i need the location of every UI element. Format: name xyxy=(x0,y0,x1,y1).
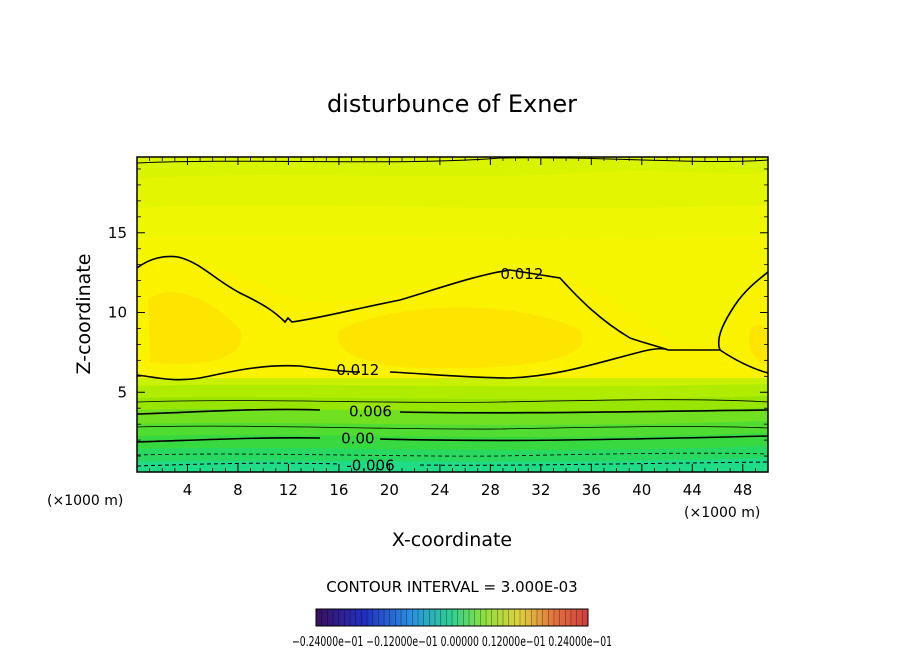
contour-label: 0.006 xyxy=(349,402,392,420)
y-axis: 5 10 15 xyxy=(108,168,768,457)
y-axis-label: Z-coordinate xyxy=(73,254,95,375)
contour-lines xyxy=(137,157,768,467)
x-axis-label: X-coordinate xyxy=(392,529,512,551)
x-tick-label: 48 xyxy=(733,481,752,499)
x-tick-label: 32 xyxy=(531,481,550,499)
x-tick-label: 40 xyxy=(632,481,651,499)
contour-labels: 0.012 0.012 0.006 0.00 -0.006 xyxy=(336,265,543,474)
y-unit-label: (×1000 m) xyxy=(47,493,123,509)
contour-label: -0.006 xyxy=(346,457,394,475)
contour-label: 0.012 xyxy=(336,361,379,379)
colorbar xyxy=(315,608,589,627)
x-tick-label: 44 xyxy=(683,481,702,499)
x-tick-label: 24 xyxy=(430,481,449,499)
y-tick-label: 15 xyxy=(108,224,127,242)
x-tick-label: 12 xyxy=(279,481,298,499)
contour-fill xyxy=(137,157,768,472)
contour-label: 0.012 xyxy=(500,265,543,283)
x-tick-label: 28 xyxy=(481,481,500,499)
x-tick-label: 16 xyxy=(329,481,348,499)
colorbar-labels: −0.24000e−01 −0.12000e−01 0.00000 0.1200… xyxy=(292,635,612,650)
x-tick-label: 36 xyxy=(582,481,601,499)
contour-label: 0.00 xyxy=(341,430,374,448)
x-unit-label: (×1000 m) xyxy=(684,505,760,521)
contour-interval-text: CONTOUR INTERVAL = 3.000E-03 xyxy=(326,578,577,596)
chart-title: disturbunce of Exner xyxy=(327,90,577,118)
x-tick-label: 20 xyxy=(380,481,399,499)
x-axis: 4 8 12 16 20 24 28 32 36 40 44 48 xyxy=(149,157,756,499)
y-tick-label: 5 xyxy=(117,383,127,401)
y-tick-label: 10 xyxy=(108,304,127,322)
x-tick-label: 4 xyxy=(183,481,193,499)
x-tick-label: 8 xyxy=(233,481,243,499)
